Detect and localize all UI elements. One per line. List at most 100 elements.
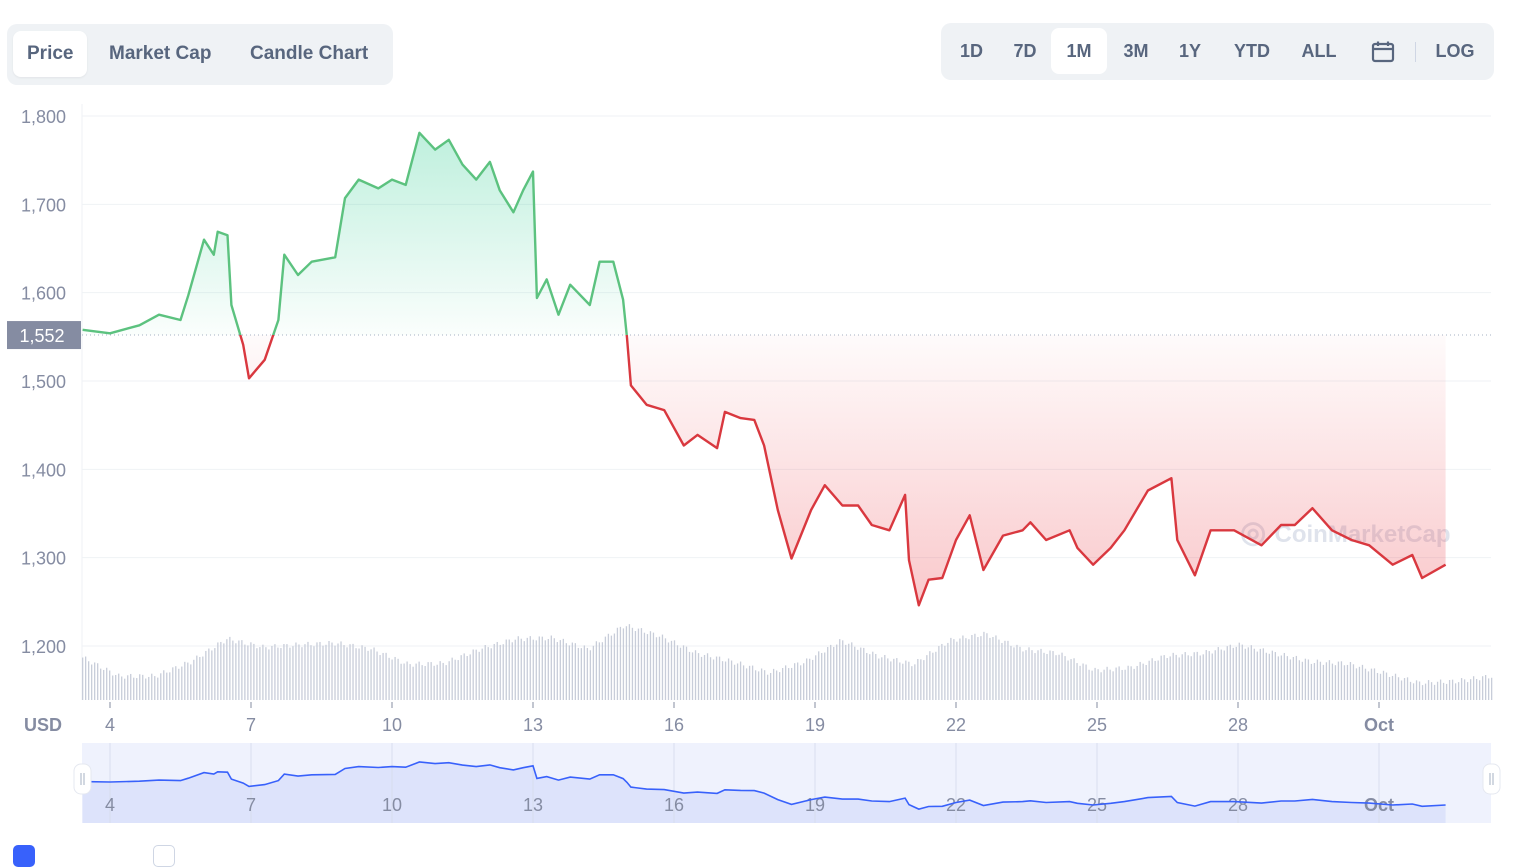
volume-bar [1034,653,1036,700]
volume-bar [941,643,943,700]
range-1d-button[interactable]: 1D [959,41,983,61]
navigator-handle-right-body[interactable] [1482,763,1501,795]
volume-bar [718,656,721,700]
volume-bar [685,646,688,700]
range-all-button[interactable]: ALL [1301,41,1337,61]
volume-bar [1232,647,1234,700]
volume-bar [190,664,192,700]
navigator-handle-left-body[interactable] [73,763,92,795]
volume-bar [839,639,841,700]
volume-bar [1184,652,1186,700]
volume-bar [433,665,435,700]
volume-bar [1427,680,1430,700]
volume-bar [496,641,498,700]
volume-bar [331,642,333,700]
volume-bar [187,662,189,700]
volume-bar [325,644,327,700]
volume-bar [1478,680,1481,700]
volume-bar [1064,656,1066,700]
volume-bar [616,627,619,700]
volume-bar [91,664,93,700]
navigator-tick-label: 16 [664,795,684,815]
volume-bar [1055,655,1057,700]
volume-bar [1265,652,1267,700]
volume-bar [577,647,580,700]
volume-bar [721,661,724,700]
volume-bar [403,663,405,700]
volume-bar [157,677,159,700]
volume-bar [379,655,381,700]
range-1m-button[interactable]: 1M [1051,28,1107,74]
volume-bar [1175,654,1177,700]
volume-bar [499,644,501,700]
volume-bar [541,636,543,700]
volume-bar [1190,656,1192,700]
range-1y-button[interactable]: 1Y [1178,41,1202,61]
volume-bar [905,660,907,700]
volume-bar [1430,682,1433,700]
volume-bar [1466,682,1469,700]
volume-bar [899,662,901,700]
tab-price[interactable]: Price [13,31,88,77]
volume-bar [715,656,718,700]
tab-candle-chart[interactable]: Candle Chart [250,43,369,64]
volume-bar [208,648,210,700]
volume-bar [980,636,982,700]
volume-bar [772,668,775,700]
volume-bar [902,663,904,700]
volume-bar [490,648,492,700]
volume-bar [304,644,306,700]
volume-bar [421,665,423,700]
volume-bar [950,637,952,700]
volume-bar [745,668,748,700]
volume-bar [1079,665,1081,700]
volume-bar [136,678,138,700]
y-tick-label: 1,600 [21,284,66,304]
volume-bar [298,644,300,700]
volume-bar [1373,668,1376,700]
volume-bar [256,648,258,700]
x-tick-label: Oct [1364,715,1394,735]
volume-bar [845,644,847,700]
checkbox-checked[interactable] [13,845,35,867]
volume-bar [538,636,540,700]
volume-bar [1277,656,1279,700]
volume-bar [328,641,330,700]
volume-bar [319,641,321,700]
volume-bar [316,642,318,700]
tab-market-cap[interactable]: Market Cap [109,43,212,64]
volume-bar [454,659,456,700]
volume-bar [1037,650,1039,700]
volume-bar [1109,669,1111,700]
y-tick-label: 1,200 [21,637,66,657]
volume-bar [1358,666,1361,700]
checkbox-unchecked[interactable] [153,845,175,867]
volume-bar [418,661,420,700]
volume-bar [682,645,685,700]
volume-bar [547,639,549,700]
volume-bar [427,662,429,700]
navigator-handle-left[interactable] [73,763,92,795]
range-3m-button[interactable]: 3M [1123,41,1149,61]
calendar-icon[interactable] [1361,28,1405,74]
range-7d-button[interactable]: 7D [1013,41,1037,61]
volume-bar [1379,673,1382,700]
volume-bar [929,651,931,700]
volume-bar [884,654,886,700]
volume-bar [367,650,369,700]
volume-bar [1349,662,1352,700]
log-scale-toggle[interactable]: LOG [1435,41,1475,61]
volume-bar [622,628,625,700]
volume-bar [1160,655,1162,700]
range-ytd-button[interactable]: YTD [1234,41,1270,61]
volume-bar [854,646,856,700]
navigator-handle-right[interactable] [1482,763,1501,795]
volume-bar [1142,663,1144,700]
volume-bar [1136,665,1138,700]
volume-bar [214,648,216,700]
volume-bar [998,639,1000,700]
volume-bar [1343,665,1346,700]
volume-bar [1400,680,1403,700]
volume-bar [1019,646,1021,700]
